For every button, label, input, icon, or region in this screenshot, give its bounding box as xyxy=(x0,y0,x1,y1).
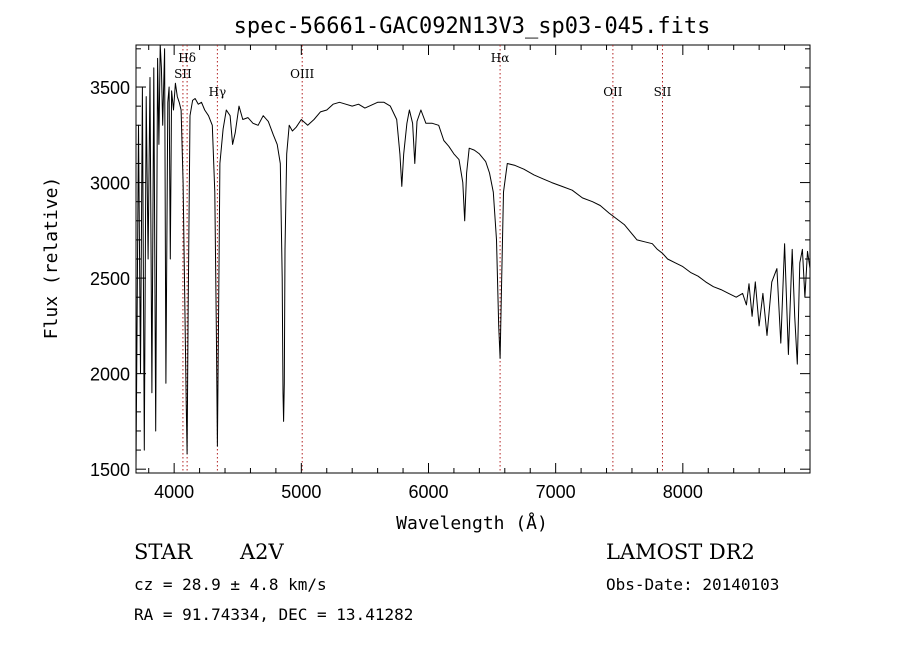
line-marker-guides xyxy=(182,45,663,473)
x-axis-ticks: 4000 5000 6000 7000 8000 xyxy=(148,45,786,502)
x-tick-label: 5000 xyxy=(281,482,321,502)
line-marker-label: Hγ xyxy=(209,85,227,99)
y-axis-label: Flux (relative) xyxy=(41,177,62,340)
plot-frame xyxy=(135,44,811,474)
redshift-cz: cz = 28.9 ± 4.8 km/s xyxy=(134,575,327,594)
x-axis-label: Wavelength (Å) xyxy=(396,512,548,534)
object-class: STAR xyxy=(134,540,193,564)
survey-name: LAMOST DR2 xyxy=(606,540,755,564)
y-tick-label: 2000 xyxy=(90,365,130,385)
line-marker-label: Hα xyxy=(491,51,510,65)
x-tick-label: 8000 xyxy=(663,482,703,502)
line-marker-labels: Hδ SII Hγ OIII Hα OII SII xyxy=(174,51,672,99)
y-tick-label: 2500 xyxy=(90,269,130,289)
spectrum-series-line xyxy=(135,44,811,470)
obs-date: Obs-Date: 20140103 xyxy=(606,575,779,594)
x-tick-label: 6000 xyxy=(408,482,448,502)
x-tick-label: 7000 xyxy=(536,482,576,502)
y-axis-ticks: 1500 2000 2500 3000 3500 xyxy=(90,48,810,480)
chart-title: spec-56661-GAC092N13V3_sp03-045.fits xyxy=(234,14,711,39)
line-marker-label: OII xyxy=(603,85,623,99)
line-marker-label: OIII xyxy=(290,67,314,81)
y-tick-label: 3000 xyxy=(90,174,130,194)
y-tick-label: 1500 xyxy=(90,460,130,480)
x-tick-label: 4000 xyxy=(154,482,194,502)
object-subclass: A2V xyxy=(239,540,285,564)
line-marker-label: Hδ xyxy=(178,51,196,65)
coordinates: RA = 91.74334, DEC = 13.41282 xyxy=(134,605,413,624)
line-marker-label: SII xyxy=(174,67,192,81)
y-tick-label: 3500 xyxy=(90,78,130,98)
line-marker-label: SII xyxy=(654,85,672,99)
